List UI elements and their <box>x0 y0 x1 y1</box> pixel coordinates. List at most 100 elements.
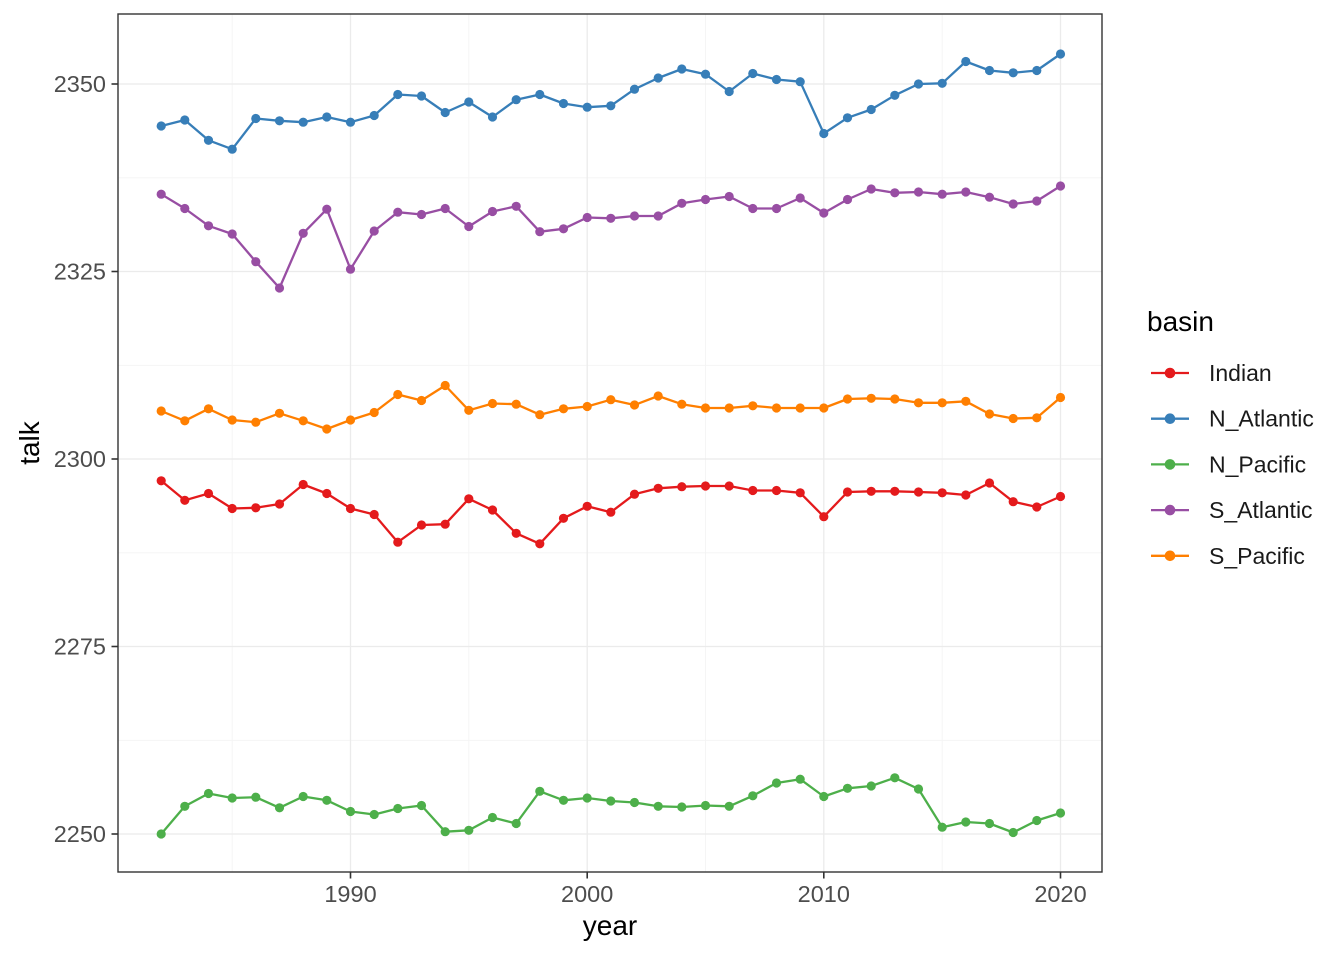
data-point-S_Atlantic <box>1032 196 1042 206</box>
data-point-S_Pacific <box>771 403 782 413</box>
data-point-S_Atlantic <box>819 208 829 218</box>
x-tick-label: 2020 <box>1034 881 1086 907</box>
data-point-S_Pacific <box>156 406 166 416</box>
y-tick-label: 2350 <box>54 71 106 97</box>
data-point-Indian <box>677 482 687 492</box>
data-point-S_Pacific <box>748 401 758 411</box>
data-point-N_Atlantic <box>606 101 616 111</box>
data-point-Indian <box>819 512 829 522</box>
panel-border <box>117 13 1103 873</box>
y-tick-label: 2325 <box>54 259 106 285</box>
data-point-S_Pacific <box>511 399 521 409</box>
data-point-N_Atlantic <box>961 56 971 67</box>
data-point-Indian <box>842 487 853 497</box>
data-point-Indian <box>511 528 521 538</box>
data-point-N_Pacific <box>819 791 829 802</box>
data-point-S_Atlantic <box>984 192 995 202</box>
data-point-N_Pacific <box>345 806 356 817</box>
legend-key-point-S_Atlantic <box>1164 504 1176 516</box>
data-point-N_Atlantic <box>629 84 640 94</box>
data-point-Indian <box>535 539 545 549</box>
data-point-N_Atlantic <box>677 64 687 74</box>
data-point-N_Atlantic <box>535 89 545 100</box>
data-point-Indian <box>748 485 758 496</box>
data-point-S_Pacific <box>535 410 545 420</box>
data-point-N_Atlantic <box>842 113 853 123</box>
data-point-S_Atlantic <box>890 188 900 198</box>
series-line-S_Atlantic <box>160 184 1062 290</box>
data-point-S_Pacific <box>1008 413 1018 424</box>
data-point-Indian <box>345 503 356 514</box>
legend-key-point-S_Pacific <box>1164 550 1176 562</box>
legend-key-point-Indian <box>1164 367 1176 379</box>
data-point-S_Pacific <box>961 396 971 406</box>
y-axis-title: talk <box>14 420 45 465</box>
data-point-Indian <box>890 486 900 496</box>
data-point-N_Pacific <box>511 818 521 829</box>
gridlines-minor <box>118 14 1102 872</box>
data-point-S_Atlantic <box>866 184 876 194</box>
data-point-N_Atlantic <box>180 115 190 125</box>
legend: Indian N_Atlantic N_Pacific S_Atlantic S_Pac… <box>1151 360 1314 569</box>
data-point-N_Atlantic <box>251 113 261 124</box>
data-point-N_Atlantic <box>1008 68 1018 78</box>
data-point-S_Pacific <box>819 403 829 413</box>
data-point-N_Pacific <box>771 778 782 788</box>
data-point-Indian <box>700 481 711 491</box>
data-point-N_Atlantic <box>298 117 308 127</box>
data-point-N_Pacific <box>606 796 616 806</box>
data-point-S_Pacific <box>842 394 853 404</box>
data-point-N_Pacific <box>393 803 403 814</box>
data-point-N_Pacific <box>961 817 971 827</box>
data-point-N_Pacific <box>274 803 285 813</box>
data-point-N_Pacific <box>984 818 995 829</box>
data-point-S_Atlantic <box>440 203 450 214</box>
axis-tick-labels: 1990 2000 2010 2020 2250 2275 2300 2325 2350 <box>54 71 1087 907</box>
data-point-N_Pacific <box>937 822 947 832</box>
data-point-S_Pacific <box>1032 413 1042 423</box>
data-point-S_Pacific <box>345 415 356 425</box>
data-point-S_Atlantic <box>180 203 190 214</box>
data-point-S_Atlantic <box>1055 181 1066 191</box>
data-point-S_Atlantic <box>558 224 569 234</box>
data-point-S_Atlantic <box>653 211 663 221</box>
data-point-N_Pacific <box>1008 827 1018 838</box>
data-point-N_Atlantic <box>322 112 332 122</box>
data-point-Indian <box>558 513 569 523</box>
data-point-S_Atlantic <box>203 221 214 231</box>
data-point-N_Pacific <box>298 791 308 802</box>
data-point-Indian <box>582 501 592 511</box>
legend-key-point-N_Pacific <box>1164 459 1176 470</box>
data-point-S_Atlantic <box>487 206 498 217</box>
data-point-N_Atlantic <box>227 144 237 154</box>
data-point-S_Pacific <box>629 400 640 410</box>
data-point-S_Atlantic <box>961 187 971 197</box>
data-point-Indian <box>1055 491 1066 502</box>
data-point-S_Atlantic <box>274 283 285 293</box>
panel-border-layer <box>117 13 1103 873</box>
data-point-N_Atlantic <box>274 116 285 126</box>
data-point-N_Pacific <box>582 793 592 803</box>
data-point-N_Pacific <box>629 797 640 808</box>
data-point-S_Pacific <box>487 398 498 409</box>
data-point-S_Atlantic <box>582 212 592 223</box>
data-point-S_Pacific <box>866 393 876 403</box>
axis-ticks <box>111 83 1062 879</box>
data-point-N_Atlantic <box>156 121 166 131</box>
data-point-N_Pacific <box>156 829 166 839</box>
data-point-N_Pacific <box>464 825 474 835</box>
data-point-N_Atlantic <box>819 128 829 139</box>
data-point-Indian <box>913 487 924 497</box>
data-point-Indian <box>724 481 734 491</box>
data-point-Indian <box>416 520 427 530</box>
data-point-S_Atlantic <box>416 209 427 220</box>
data-point-S_Pacific <box>724 403 734 413</box>
data-point-S_Atlantic <box>322 204 332 214</box>
data-point-N_Atlantic <box>890 90 900 100</box>
data-point-S_Pacific <box>227 415 237 425</box>
data-point-Indian <box>1008 497 1018 507</box>
data-point-Indian <box>180 495 190 505</box>
data-point-N_Pacific <box>535 786 545 796</box>
data-point-Indian <box>866 486 876 496</box>
